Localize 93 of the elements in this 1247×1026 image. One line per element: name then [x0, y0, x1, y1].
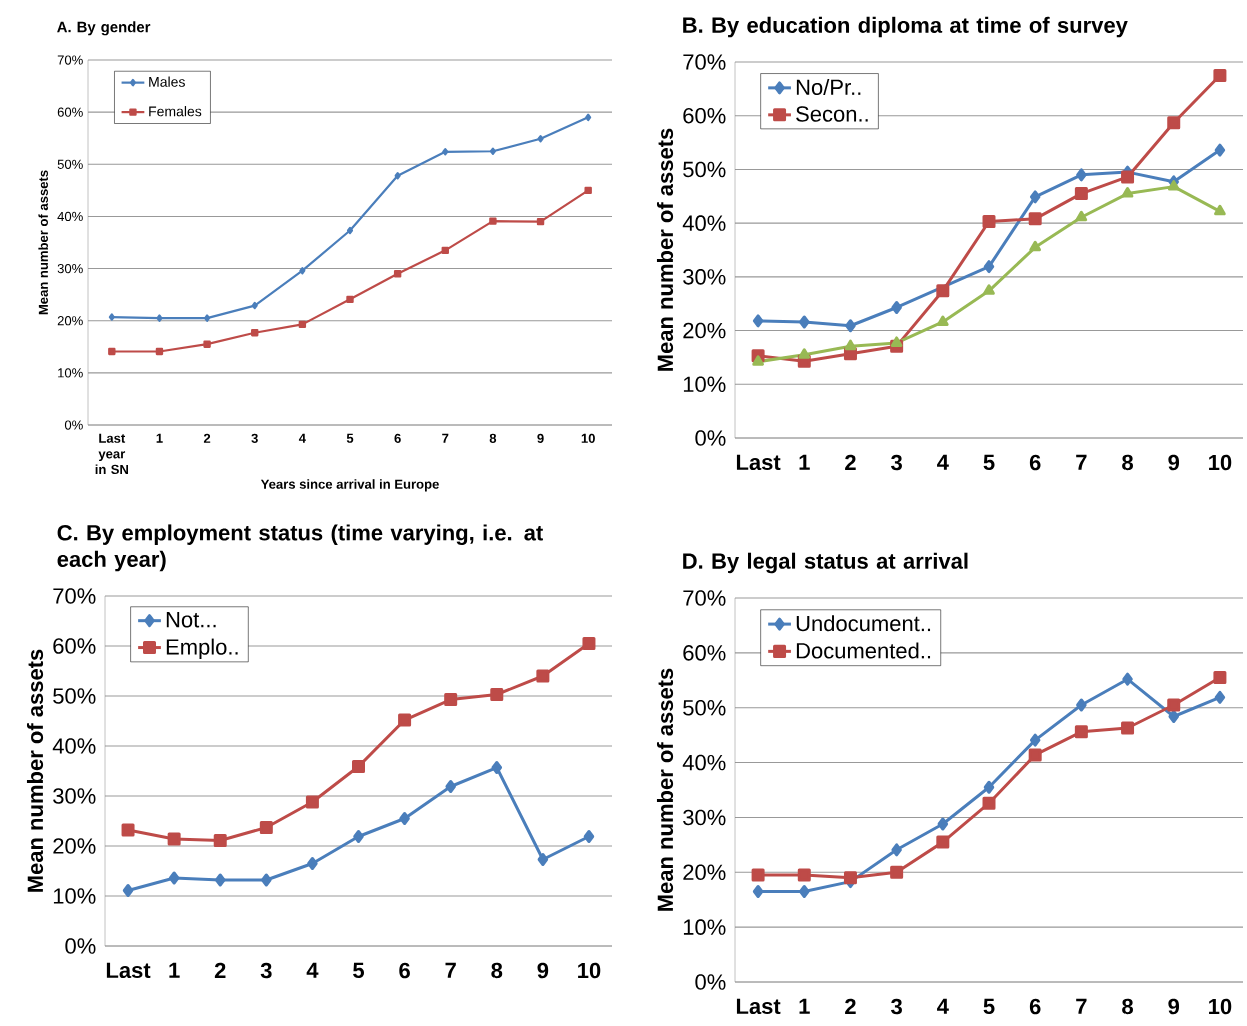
x-tick-label: 5 [983, 454, 995, 471]
y-tick-label: 20% [57, 316, 83, 326]
y-tick-label: 30% [57, 263, 83, 274]
x-tick-label: 2 [845, 454, 856, 471]
y-tick-label: 0% [695, 430, 726, 446]
y-tick-label: 40% [682, 754, 726, 771]
y-tick-label: 40% [57, 211, 83, 222]
x-tick-label: 9 [537, 962, 549, 979]
x-tick-label: Last year in SN [95, 433, 128, 475]
legend-label: No/Pr.. [796, 78, 861, 96]
x-tick-label: 1 [156, 433, 163, 443]
chart-title: D. By legal status at arrival [683, 552, 968, 574]
y-tick-label: 20% [53, 838, 96, 854]
y-tick-label: 50% [57, 159, 83, 169]
y-tick-label: 30% [683, 269, 726, 285]
y-tick-label: 60% [683, 107, 726, 124]
x-tick-label: 10 [581, 433, 595, 443]
x-tick-label: 7 [1076, 454, 1087, 470]
x-tick-label: 5 [983, 998, 995, 1015]
legend-label: Males [149, 76, 185, 87]
x-tick-label: 8 [491, 962, 503, 979]
x-tick-label: 9 [1168, 454, 1180, 471]
y-tick-label: 20% [683, 322, 726, 339]
y-axis-title: Mean number of assets [656, 668, 674, 911]
x-tick-label: 1 [169, 962, 180, 978]
x-tick-label: 3 [251, 433, 258, 443]
y-tick-label: 0% [695, 974, 726, 990]
x-tick-label: 7 [1076, 998, 1087, 1014]
legend-label: Not... [166, 612, 216, 628]
y-tick-label: 60% [683, 645, 726, 661]
y-tick-label: 10% [58, 368, 83, 378]
x-tick-label: 9 [1168, 998, 1180, 1015]
chart-title: C. By employment status (time varying, i.e. at each year) [57, 524, 543, 572]
x-tick-label: 2 [203, 433, 211, 443]
y-tick-label: 0% [65, 938, 96, 954]
y-axis-title: Mean number of assets [656, 128, 674, 371]
y-tick-label: 10% [683, 919, 726, 935]
x-tick-label: 4 [298, 433, 306, 443]
x-tick-label: 3 [260, 962, 272, 979]
x-tick-label: 3 [891, 998, 902, 1015]
x-tick-label: Last [106, 962, 151, 979]
legend-label: Undocument.. [796, 615, 931, 632]
x-tick-label: 8 [1122, 454, 1133, 471]
x-tick-label: 1 [799, 454, 810, 470]
y-tick-label: 10% [53, 888, 96, 904]
x-tick-label: 8 [1122, 998, 1133, 1015]
y-tick-label: 40% [682, 215, 726, 231]
chart-title: A. By gender [57, 21, 151, 36]
y-tick-label: 60% [57, 107, 83, 117]
y-tick-label: 50% [683, 161, 726, 178]
y-tick-label: 20% [683, 864, 726, 881]
legend-label: Documented.. [796, 642, 931, 659]
chart-title: B. By education diploma at time of survey [683, 16, 1128, 38]
y-tick-label: 50% [53, 688, 96, 704]
x-tick-label: 6 [1029, 998, 1041, 1015]
x-axis-title: Years since arrival in Europe [260, 479, 439, 492]
y-axis-title: Mean number of assets [38, 170, 48, 315]
y-tick-label: 30% [53, 788, 96, 804]
x-tick-label: 4 [306, 962, 319, 978]
y-axis-title: Mean number of assets [26, 649, 44, 892]
x-tick-label: 6 [394, 433, 401, 443]
x-tick-label: 1 [799, 998, 810, 1014]
y-tick-label: 70% [53, 588, 96, 604]
x-tick-label: Last [736, 998, 781, 1015]
y-tick-label: 70% [57, 55, 83, 65]
x-tick-label: 2 [845, 998, 856, 1015]
y-tick-label: 10% [683, 376, 726, 393]
x-tick-label: 10 [1209, 454, 1232, 471]
y-tick-label: 50% [683, 699, 726, 716]
x-tick-label: 6 [399, 962, 410, 979]
x-tick-label: 5 [353, 962, 365, 979]
x-tick-label: 4 [937, 454, 949, 470]
y-tick-label: 70% [683, 590, 726, 606]
legend-label: Females [149, 106, 202, 117]
x-tick-label: 7 [442, 433, 449, 443]
legend-label: Emplo.. [166, 638, 238, 660]
legend-label: Secon.. [796, 106, 868, 122]
x-tick-label: 2 [214, 962, 226, 979]
x-tick-label: 3 [891, 454, 902, 471]
x-tick-label: 10 [578, 962, 601, 979]
x-tick-label: Last [736, 454, 781, 471]
x-tick-label: 6 [1029, 454, 1041, 471]
x-tick-label: 10 [1209, 998, 1232, 1015]
x-tick-label: 9 [537, 433, 544, 443]
y-tick-label: 30% [683, 809, 726, 826]
y-tick-label: 40% [52, 738, 96, 754]
x-tick-label: 5 [346, 433, 354, 443]
x-tick-label: 4 [937, 998, 949, 1014]
y-tick-label: 70% [683, 54, 726, 70]
x-tick-label: 7 [445, 962, 456, 978]
y-tick-label: 0% [64, 420, 83, 430]
x-tick-label: 8 [489, 433, 497, 443]
y-tick-label: 60% [53, 638, 96, 654]
